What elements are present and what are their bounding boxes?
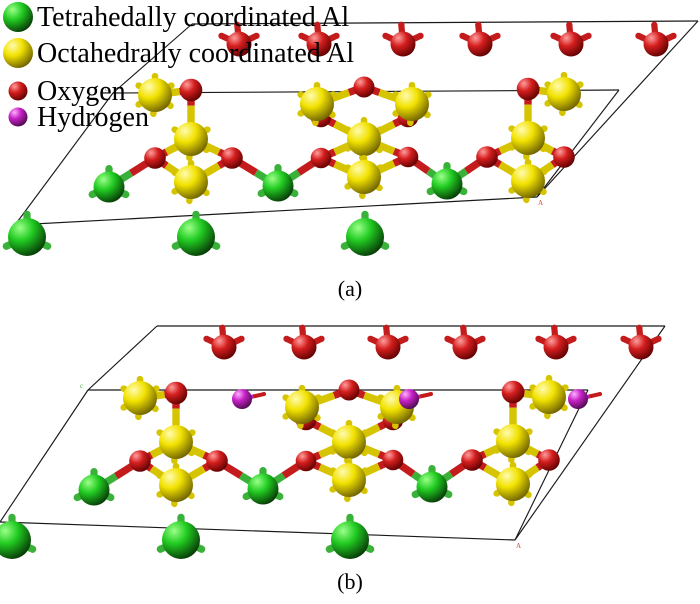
svg-text:A: A bbox=[516, 542, 521, 550]
svg-text:c: c bbox=[80, 382, 83, 390]
svg-text:Tetrahedally coordinated Al: Tetrahedally coordinated Al bbox=[37, 2, 349, 33]
svg-text:(a): (a) bbox=[338, 276, 362, 301]
svg-text:A: A bbox=[538, 199, 543, 207]
svg-text:Octahedrally coordinated Al: Octahedrally coordinated Al bbox=[37, 38, 354, 69]
svg-text:(b): (b) bbox=[337, 569, 363, 594]
svg-text:Hydrogen: Hydrogen bbox=[37, 102, 149, 133]
